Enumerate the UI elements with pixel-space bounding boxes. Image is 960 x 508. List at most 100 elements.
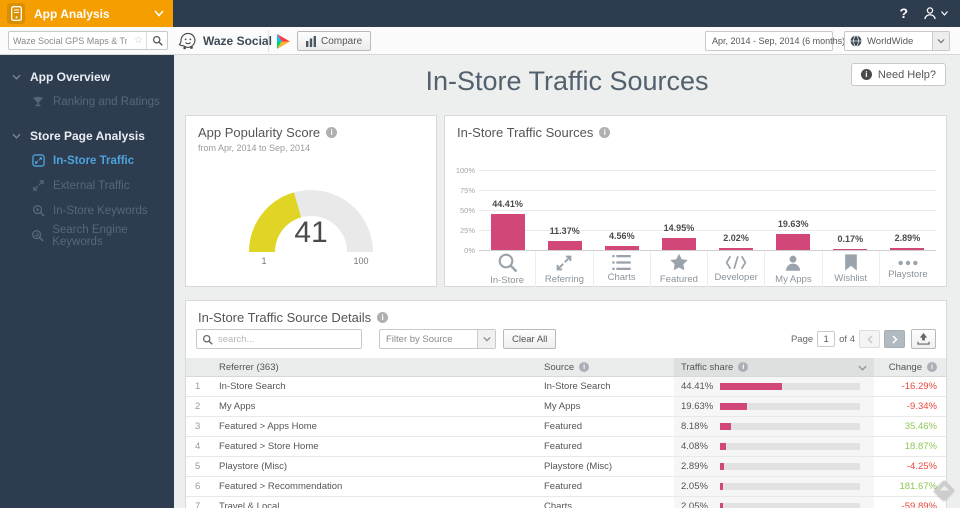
traffic-bar[interactable] bbox=[661, 238, 696, 250]
panel-title: In-Store Traffic Sources bbox=[457, 125, 594, 140]
traffic-sources-panel: In-Store Traffic Sources 100% 75% 50% 25% 0%… bbox=[444, 115, 947, 287]
table-row[interactable]: 4 Featured > Store Home Featured 4.08% 18.87… bbox=[186, 437, 946, 457]
table-row[interactable]: 2 My Apps My Apps 19.63% -9.34% bbox=[186, 397, 946, 417]
sidebar-section-app-overview[interactable]: App Overview bbox=[0, 65, 174, 89]
chart-category-developer[interactable]: Developer bbox=[708, 251, 766, 287]
user-menu[interactable] bbox=[923, 6, 948, 20]
engine-search-icon bbox=[31, 229, 44, 242]
traffic-bar-chart: 44.41% 11.37% 4.56% 14.95% 2.02% 19.63% 0.17% 2… bbox=[479, 170, 936, 250]
sort-descending-icon bbox=[858, 365, 867, 371]
chart-category-playstore[interactable]: Playstore bbox=[880, 251, 936, 287]
gauge-max-label: 100 bbox=[353, 256, 369, 266]
info-icon bbox=[860, 69, 872, 80]
chart-column: 2.89% bbox=[879, 170, 936, 250]
info-icon[interactable] bbox=[377, 312, 389, 323]
chart-category-charts[interactable]: Charts bbox=[594, 251, 651, 287]
chart-column: 2.02% bbox=[708, 170, 765, 250]
page-number-input[interactable] bbox=[817, 331, 836, 347]
chart-category-referring[interactable]: Referring bbox=[536, 251, 594, 287]
traffic-share-cell: 2.89% bbox=[674, 457, 874, 476]
traffic-share-bar bbox=[720, 383, 860, 390]
traffic-share-bar bbox=[720, 503, 860, 508]
change-cell: 35.46% bbox=[904, 421, 937, 432]
table-row[interactable]: 3 Featured > Apps Home Featured 8.18% 35.46% bbox=[186, 417, 946, 437]
global-help-button[interactable]: ? bbox=[899, 5, 908, 21]
export-icon[interactable] bbox=[911, 329, 936, 349]
info-icon[interactable] bbox=[599, 127, 611, 138]
date-range-picker[interactable]: Apr, 2014 - Sep, 2014 (6 months) bbox=[705, 31, 858, 51]
selected-app[interactable]: Waze Social bbox=[178, 31, 272, 51]
table-row[interactable]: 7 Travel & Local Charts 2.05% -59.89% bbox=[186, 497, 946, 508]
sidebar-item-search-engine-keywords[interactable]: Search Engine Keywords bbox=[0, 223, 174, 248]
section-label: Store Page Analysis bbox=[30, 129, 145, 143]
source-cell: Featured bbox=[544, 441, 583, 452]
need-help-button[interactable]: Need Help? bbox=[850, 63, 946, 86]
traffic-share-bar bbox=[720, 483, 860, 490]
section-label: App Overview bbox=[30, 70, 111, 84]
gauge-value: 41 bbox=[294, 216, 328, 249]
keyword-search-icon bbox=[31, 204, 45, 217]
info-icon[interactable] bbox=[326, 127, 338, 138]
sidebar-item-ranking-and-ratings[interactable]: Ranking and Ratings bbox=[0, 89, 174, 114]
column-referrer[interactable]: Referrer (363) bbox=[219, 361, 279, 373]
waze-app-logo-icon bbox=[178, 32, 197, 51]
bar-value-label: 44.41% bbox=[492, 199, 523, 210]
favorite-star-icon[interactable]: ☆ bbox=[134, 35, 143, 46]
toolbar: ☆ Waze Social Compare bbox=[0, 27, 960, 55]
traffic-share-cell: 8.18% bbox=[674, 417, 874, 436]
traffic-bar[interactable] bbox=[547, 240, 582, 250]
change-cell: -9.34% bbox=[906, 401, 937, 412]
region-selector[interactable]: WorldWide bbox=[844, 31, 950, 51]
traffic-bar[interactable] bbox=[776, 234, 811, 250]
traffic-bar[interactable] bbox=[833, 249, 868, 250]
traffic-bar[interactable] bbox=[719, 248, 754, 250]
prev-page-button[interactable] bbox=[859, 330, 880, 348]
compare-button[interactable]: Compare bbox=[297, 31, 372, 51]
traffic-bar[interactable] bbox=[890, 247, 925, 250]
traffic-bar[interactable] bbox=[604, 246, 639, 250]
page-title: In-Store Traffic Sources bbox=[425, 66, 709, 96]
change-cell: -16.29% bbox=[901, 381, 937, 392]
search-icon[interactable] bbox=[147, 35, 167, 46]
sidebar-section-store-page-analysis[interactable]: Store Page Analysis bbox=[0, 124, 174, 148]
referrer-cell: Featured > Store Home bbox=[219, 441, 319, 452]
table-row[interactable]: 6 Featured > Recommendation Featured 2.05% 1… bbox=[186, 477, 946, 497]
chart-category-in-store[interactable]: In-Store bbox=[479, 251, 537, 287]
category-label: Playstore bbox=[888, 268, 928, 280]
column-traffic-share[interactable]: Traffic share bbox=[674, 358, 874, 376]
info-icon bbox=[579, 362, 590, 372]
bar-value-label: 2.02% bbox=[723, 233, 749, 244]
device-icon bbox=[7, 3, 25, 24]
traffic-bar[interactable] bbox=[490, 214, 525, 250]
chevron-down-icon bbox=[932, 32, 949, 50]
chart-category-featured[interactable]: Featured bbox=[651, 251, 708, 287]
sidebar-item-in-store-traffic[interactable]: In-Store Traffic bbox=[0, 148, 174, 173]
referrer-cell: Travel & Local bbox=[219, 501, 280, 508]
region-value: WorldWide bbox=[867, 35, 914, 47]
category-label: Charts bbox=[607, 272, 636, 283]
app-search-input[interactable] bbox=[9, 35, 132, 46]
sidebar-item-in-store-keywords[interactable]: In-Store Keywords bbox=[0, 198, 174, 223]
column-source[interactable]: Source bbox=[544, 358, 674, 376]
column-change[interactable]: Change bbox=[874, 358, 946, 376]
filter-by-source-select[interactable]: Filter by Source bbox=[379, 329, 496, 349]
table-row[interactable]: 1 In-Store Search In-Store Search 44.41% -16… bbox=[186, 377, 946, 397]
clear-all-button[interactable]: Clear All bbox=[503, 329, 557, 349]
info-icon bbox=[927, 362, 937, 372]
sidebar-item-external-traffic[interactable]: External Traffic bbox=[0, 173, 174, 198]
traffic-share-cell: 2.05% bbox=[674, 497, 874, 508]
chart-column: 0.17% bbox=[822, 170, 879, 250]
referrer-cell: In-Store Search bbox=[219, 381, 286, 392]
app-analysis-menu[interactable]: App Analysis bbox=[0, 0, 173, 27]
chart-category-my-apps[interactable]: My Apps bbox=[765, 251, 823, 287]
traffic-share-bar bbox=[720, 443, 860, 450]
table-search-input[interactable] bbox=[213, 333, 361, 345]
referrer-cell: My Apps bbox=[219, 401, 256, 412]
chart-category-wishlist[interactable]: Wishlist bbox=[823, 251, 880, 287]
next-page-button[interactable] bbox=[884, 330, 905, 348]
referrer-cell: Featured > Apps Home bbox=[219, 421, 317, 432]
table-row[interactable]: 5 Playstore (Misc) Playstore (Misc) 2.89% -4… bbox=[186, 457, 946, 477]
sidebar-item-label: Search Engine Keywords bbox=[52, 223, 128, 248]
category-label: Referring bbox=[544, 273, 584, 285]
row-number: 6 bbox=[195, 481, 201, 492]
